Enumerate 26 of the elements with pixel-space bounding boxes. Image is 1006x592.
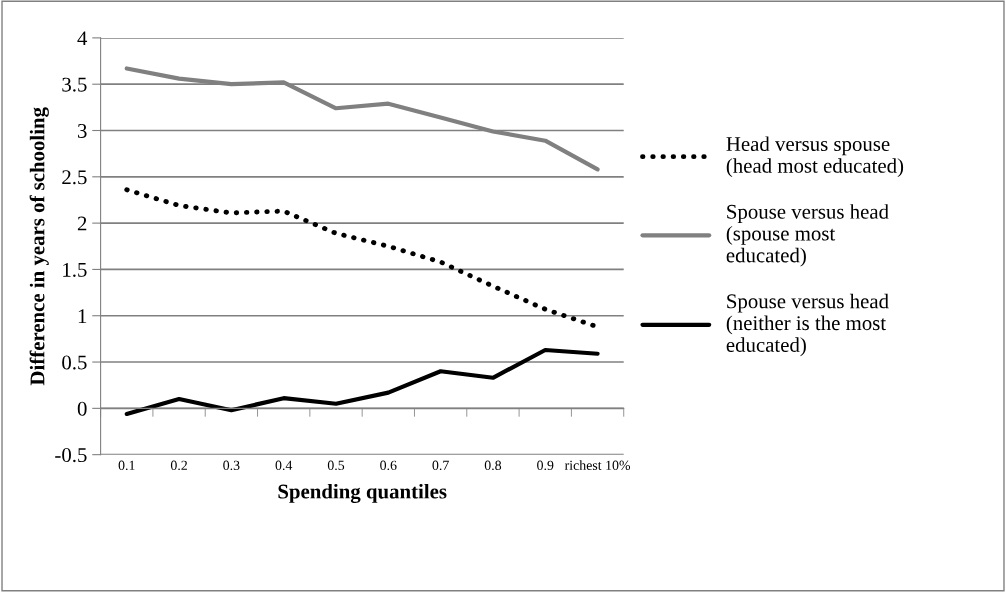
- y-tick-label: 3.5: [62, 77, 87, 92]
- x-tick-label: 0.9: [537, 460, 554, 471]
- x-tick-label: 0.5: [327, 460, 345, 471]
- line-series: [124, 347, 600, 416]
- x-tick-label: 0.2: [170, 460, 187, 471]
- y-tick-label: 3: [77, 123, 87, 138]
- legend-label: Spouse versus head (neither is the most educated): [726, 293, 889, 357]
- x-tick-label: 0.6: [380, 460, 397, 471]
- y-tick-label: 4: [77, 31, 88, 46]
- x-tick-label: richest 10%: [564, 460, 631, 471]
- x-tick-label: 0.7: [432, 460, 449, 471]
- x-tick-label: 0.8: [484, 460, 502, 471]
- y-tick-label: 1.5: [63, 262, 87, 277]
- y-tick-label: 2.5: [62, 170, 87, 185]
- y-tick-label: 2: [77, 216, 87, 231]
- y-tick-label: 0.5: [62, 355, 87, 370]
- x-tick-label: 0.3: [223, 460, 240, 471]
- x-axis-title: Spending quantiles: [278, 483, 447, 503]
- y-tick-label: -0.5: [55, 448, 87, 463]
- legend-label: Spouse versus head (spouse most educated): [726, 204, 889, 267]
- y-axis-title: Difference in years of schooling: [29, 107, 49, 386]
- y-tick-label: 1: [78, 309, 87, 323]
- x-tick-label: 0.1: [118, 460, 135, 471]
- x-tick-label: 0.4: [275, 460, 293, 471]
- y-tick-label: 0: [77, 401, 87, 416]
- legend-label: Head versus spouse (head most educated): [726, 136, 904, 178]
